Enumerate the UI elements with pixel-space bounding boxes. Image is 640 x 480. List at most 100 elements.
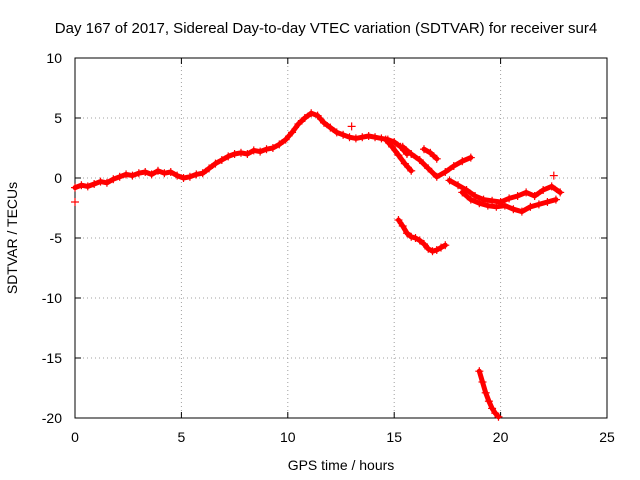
data-point	[281, 135, 290, 144]
data-point	[481, 388, 490, 397]
data-point	[230, 150, 239, 158]
outlier-point	[71, 198, 79, 206]
data-point	[534, 200, 543, 209]
x-tick-label: 5	[178, 429, 186, 445]
data-point	[419, 145, 428, 154]
data-point	[294, 120, 303, 128]
y-tick-label: -10	[42, 290, 62, 306]
data-point	[364, 132, 373, 140]
data-point	[441, 241, 450, 250]
data-point	[432, 154, 441, 163]
x-tick-labels: 0 5 10 15 20 25	[71, 429, 615, 445]
data-point	[102, 178, 111, 187]
y-tick-labels: -20 -15 -10 -5 0 5 10	[42, 50, 62, 426]
data-point	[441, 168, 450, 176]
data-point	[198, 169, 207, 178]
data-point	[224, 152, 233, 161]
chart-title: Day 167 of 2017, Sidereal Day-to-day VTE…	[55, 20, 597, 37]
data-point	[326, 123, 335, 132]
data-point	[488, 404, 497, 413]
data-point	[466, 195, 475, 204]
data-point	[83, 182, 92, 191]
data-point	[475, 199, 484, 208]
data-point	[288, 128, 297, 137]
data-point	[115, 172, 124, 181]
data-point	[492, 202, 501, 211]
data-point	[300, 114, 309, 122]
data-point	[249, 146, 258, 155]
data-point	[128, 171, 137, 180]
y-tick-label: -5	[50, 230, 63, 246]
data-point	[345, 133, 354, 142]
y-tick-label: -15	[42, 350, 62, 366]
data-point	[134, 169, 143, 178]
data-point	[96, 177, 105, 186]
data-point	[411, 234, 420, 242]
data-markers	[71, 109, 565, 421]
data-point	[339, 130, 348, 139]
data-point	[415, 236, 424, 245]
data-point	[513, 192, 522, 200]
data-point	[179, 174, 188, 182]
data-point	[419, 240, 428, 248]
data-point	[454, 181, 463, 190]
data-point	[424, 164, 433, 173]
data-point	[522, 188, 531, 197]
data-point	[351, 134, 360, 143]
data-point	[556, 188, 565, 197]
outlier-point	[347, 122, 356, 131]
series-late-band-upper	[447, 177, 563, 205]
data-point	[394, 151, 403, 160]
data-point	[394, 216, 403, 224]
y-tick-label: 0	[54, 170, 62, 186]
data-point	[205, 164, 214, 173]
data-point	[437, 243, 446, 252]
data-point	[236, 148, 245, 157]
data-point	[530, 192, 539, 200]
data-point	[432, 246, 441, 254]
data-point	[153, 166, 162, 175]
data-point	[496, 198, 505, 206]
y-tick-label: 10	[46, 50, 62, 66]
data-point	[500, 201, 509, 210]
data-point	[217, 156, 226, 164]
data-point	[415, 156, 424, 164]
data-point	[185, 172, 194, 181]
data-point	[262, 145, 271, 154]
data-point	[275, 140, 284, 149]
data-point	[517, 207, 526, 216]
data-point	[458, 157, 467, 166]
data-point	[432, 172, 441, 181]
data-point	[358, 133, 367, 142]
data-point	[377, 134, 386, 143]
x-tick-label: 0	[71, 429, 79, 445]
x-axis-label: GPS time / hours	[288, 457, 395, 473]
data-point	[547, 182, 556, 191]
data-point	[407, 150, 416, 158]
data-point	[402, 229, 411, 238]
data-point	[388, 142, 397, 151]
data-point	[313, 111, 322, 120]
data-point	[400, 159, 409, 168]
grid-lines	[75, 58, 607, 418]
y-tick-label: 5	[54, 110, 62, 126]
data-point	[307, 109, 316, 118]
data-point	[475, 367, 484, 376]
x-tick-label: 10	[280, 429, 296, 445]
data-point	[494, 412, 503, 421]
x-tick-label: 15	[386, 429, 402, 445]
data-point	[398, 222, 407, 230]
data-point	[268, 144, 277, 152]
data-point	[428, 247, 437, 256]
data-point	[478, 378, 487, 386]
outlier-point	[549, 171, 558, 180]
data-point	[166, 168, 175, 176]
y-axis-label: SDTVAR / TECUs	[4, 182, 20, 294]
data-point	[122, 170, 131, 179]
data-point	[407, 232, 416, 241]
data-point	[449, 162, 458, 170]
data-point	[488, 196, 497, 205]
data-point	[445, 176, 454, 185]
data-point	[543, 198, 552, 206]
series-mid-drop-segment	[396, 217, 448, 254]
